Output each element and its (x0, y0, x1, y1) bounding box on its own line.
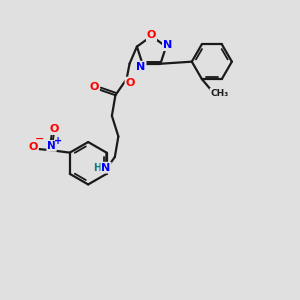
Text: N: N (163, 40, 172, 50)
Text: N: N (101, 163, 111, 172)
Text: O: O (50, 124, 59, 134)
Text: N: N (136, 62, 146, 72)
Text: O: O (125, 78, 135, 88)
Text: +: + (54, 136, 62, 146)
Text: CH₃: CH₃ (210, 88, 229, 98)
Text: O: O (89, 82, 99, 92)
Text: H: H (93, 163, 101, 172)
Text: N: N (47, 141, 56, 151)
Text: O: O (28, 142, 38, 152)
Text: O: O (147, 31, 156, 40)
Text: −: − (34, 134, 44, 144)
